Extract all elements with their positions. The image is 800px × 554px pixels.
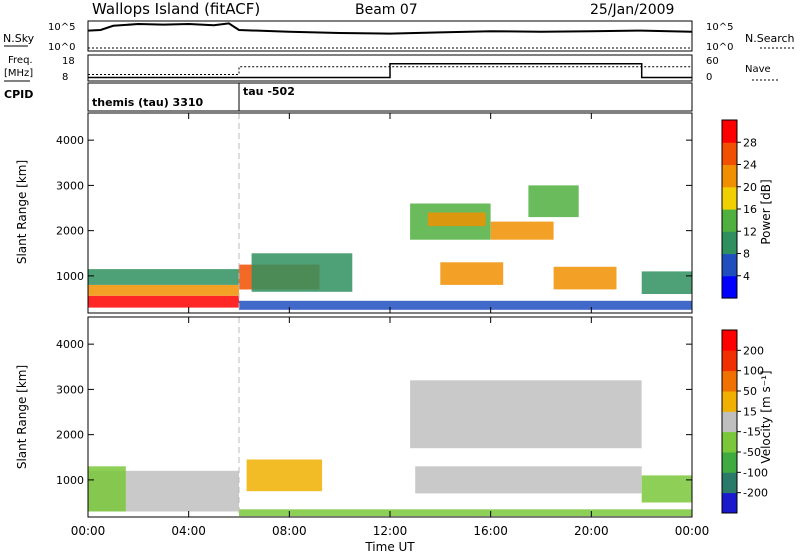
heatmap-cell [440,262,504,285]
colorbar-tick-label: 16 [743,203,757,216]
colorbar-swatch [722,186,737,210]
power-colorbar: 28 24 20 16 12 8 4 [721,119,757,299]
freq-tick-top: 18 [62,56,75,67]
heatmap-cell [528,185,579,218]
heatmap-cell [641,271,692,294]
colorbar-tick-label: 100 [743,365,764,378]
velocity-colorbar-label: Velocity [m s⁻¹] [759,370,773,463]
noise-tick-right-bottom: 10^0 [706,42,733,53]
colorbar-tick-label: -50 [743,446,761,459]
nave-label: Nave [745,64,771,75]
colorbar-swatch [722,209,737,232]
colorbar-swatch [722,431,737,453]
colorbar-tick-label: 12 [743,225,757,238]
colorbar-tick-label: 8 [743,248,750,261]
x-tick-label: 04:00 [171,524,206,538]
power-y-axis-label: Slant Range [km] [15,160,29,264]
y-tick-label: 4000 [56,338,84,351]
heatmap-cell [415,466,642,494]
power-colorbar-label: Power [dB] [759,179,773,244]
colorbar-swatch [722,411,737,433]
colorbar-tick-label: -200 [743,487,768,500]
freq-panel: Freq. [MHz] 18 8 60 0 Nave [4,54,778,83]
colorbar-swatch [722,231,737,255]
freq-series-1 [88,62,692,79]
nave-tick-bottom: 0 [706,72,712,83]
heatmap-cell [88,284,239,296]
noise-panel: N.Sky 10^5 10^0 10^5 10^0 N.Search [3,20,795,53]
cpid-segment-label: themis (tau) 3310 [92,96,204,109]
freq-series-0 [88,66,692,75]
freq-unit-label: [MHz] [4,68,33,79]
freq-tick-bottom: 8 [62,72,68,83]
y-tick-label: 2000 [56,429,84,442]
colorbar-swatch [722,253,737,277]
velocity-y-axis-label: Slant Range [km] [15,365,29,469]
colorbar-swatch [722,452,737,473]
noise-tick-right-top: 10^5 [706,22,733,33]
colorbar-swatch [722,492,737,514]
x-tick-label: 12:00 [373,524,408,538]
velocity-colorbar: 200 100 50 15 -15 -50 -100 -200 [721,329,768,514]
heatmap-cell [88,269,239,285]
velocity-panel: 1000 2000 3000 4000 Slant Range [km] [15,316,693,518]
heatmap-cell [641,475,692,503]
colorbar-swatch [722,164,737,188]
heatmap-cell [553,266,617,290]
x-tick-label: 16:00 [473,524,508,538]
colorbar-swatch [722,142,737,166]
x-tick-label: 00:00 [71,524,106,538]
colorbar-tick-label: 4 [743,270,750,283]
y-tick-label: 3000 [56,383,84,396]
cpid-segment-label: tau -502 [243,85,295,98]
colorbar-tick-label: 28 [743,136,757,149]
y-tick-label: 2000 [56,225,84,238]
colorbar-swatch [722,391,737,412]
x-tick-label: 00:00 [675,524,710,538]
colorbar-tick-label: 200 [743,344,764,357]
colorbar-tick-label: 20 [743,181,757,194]
colorbar-tick-label: -100 [743,466,768,479]
colorbar-swatch [722,330,737,351]
noise-tick-left-bottom: 10^0 [48,42,75,53]
colorbar-swatch [722,370,737,392]
cpid-label: CPID [4,88,33,101]
nave-tick-top: 60 [706,56,719,67]
heatmap-cell [246,459,323,492]
heatmap-cell [239,300,692,310]
colorbar-swatch [722,472,737,494]
colorbar-tick-label: 24 [743,159,757,172]
heatmap-cell [410,380,642,449]
y-tick-label: 1000 [56,270,84,283]
colorbar-swatch [722,350,737,372]
colorbar-swatch [722,120,737,143]
heatmap-cell [490,221,554,240]
plot-title: Wallops Island (fitACF) [92,0,260,18]
y-tick-label: 1000 [56,474,84,487]
x-tick-label: 08:00 [272,524,307,538]
power-panel: 1000 2000 3000 4000 Slant Range [km] [15,112,693,314]
beam-label: Beam 07 [355,2,418,18]
heatmap-cell [239,509,692,517]
colorbar-tick-label: -15 [743,426,761,439]
colorbar-tick-label: 50 [743,385,757,398]
noise-tick-left-top: 10^5 [48,22,75,33]
colorbar-swatch [722,275,737,299]
x-tick-label: 20:00 [574,524,609,538]
colorbar-tick-label: 15 [743,405,757,418]
y-tick-label: 4000 [56,134,84,147]
noise-series-0 [87,22,693,35]
date-label: 25/Jan/2009 [590,2,674,18]
heatmap-cell [88,466,126,512]
heatmap-cell [251,253,353,292]
y-tick-label: 3000 [56,179,84,192]
heatmap-cell [88,295,239,308]
cpid-panel: CPID themis (tau) 3310 tau -502 [4,82,693,112]
nsky-label: N.Sky [3,32,35,45]
freq-label: Freq. [8,55,33,66]
heatmap-cell [427,212,486,227]
nsearch-label: N.Search [745,32,795,45]
x-axis-label: Time UT [364,540,415,554]
